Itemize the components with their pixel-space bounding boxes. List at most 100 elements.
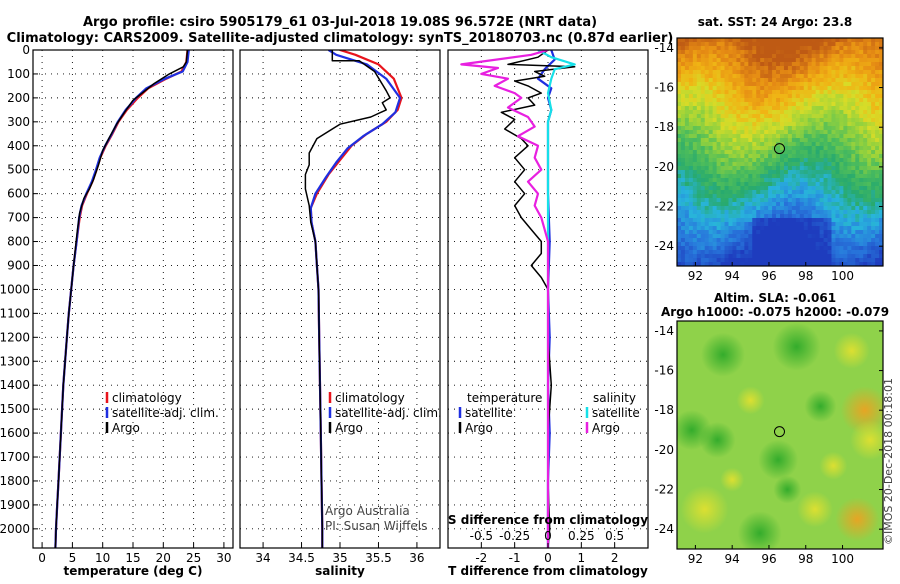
sst-pixel [863, 242, 868, 247]
sst-pixel [787, 58, 793, 63]
sst-pixel [740, 214, 745, 219]
sst-pixel [748, 86, 753, 91]
sst-pixel [720, 258, 725, 263]
sst-pixel [815, 58, 821, 63]
sst-pixel [708, 226, 714, 231]
sst-pixel [795, 82, 801, 87]
sst-pixel [831, 162, 836, 167]
sst-pixel [756, 58, 761, 63]
sst-pixel [811, 46, 817, 51]
sst-pixel [819, 98, 824, 103]
sst-pixel [807, 138, 813, 143]
sst-pixel [768, 250, 773, 255]
sst-pixel [875, 234, 880, 239]
sst-pixel [839, 238, 844, 243]
sst-pixel [875, 206, 880, 211]
sla-anomaly-16 [720, 467, 745, 492]
sst-pixel [799, 70, 805, 75]
sst-pixel [875, 82, 880, 87]
sst-pixel [768, 186, 773, 191]
diff-series [460, 50, 576, 548]
sst-pixel [748, 50, 753, 55]
sst-pixel [740, 178, 745, 183]
sst-pixel [748, 98, 753, 103]
sst-pixel [839, 158, 844, 163]
sst-pixel [677, 50, 682, 55]
sst-pixel [847, 38, 852, 43]
sst-pixel [688, 262, 694, 266]
sst-pixel [843, 70, 848, 75]
sst-pixel [867, 62, 872, 67]
sst-pixel [768, 170, 773, 175]
sla-map-title: Altim. SLA: -0.061 [714, 291, 836, 305]
sst-pixel [760, 50, 765, 55]
sst-pixel [764, 246, 769, 251]
sst-pixel [827, 226, 832, 231]
sst-pixel [791, 230, 797, 235]
diff-xtick-label: 0 [544, 551, 552, 565]
sst-pixel [843, 246, 848, 251]
sst-pixel [716, 66, 721, 71]
sst-pixel [720, 42, 725, 47]
sst-pixel [680, 226, 686, 231]
sst-pixel [728, 126, 733, 131]
sst-pixel [871, 114, 876, 119]
sst-pixel [748, 66, 753, 71]
sst-pixel [851, 90, 856, 95]
sst-pixel [835, 86, 840, 91]
sst-pixel [752, 98, 757, 103]
sst-pixel [799, 94, 805, 99]
sst-pixel [776, 122, 781, 127]
sst-pixel [692, 194, 698, 199]
sst-pixel [879, 154, 883, 159]
sst-pixel [764, 234, 769, 239]
sst-pixel [799, 118, 805, 123]
sst-pixel [847, 46, 852, 51]
sst-pixel [875, 138, 880, 143]
sst-pixel [700, 254, 706, 259]
sst-pixel [692, 118, 698, 123]
sst-pixel [851, 202, 856, 207]
sst-pixel [740, 114, 745, 119]
sst-pixel [764, 62, 769, 67]
sst-pixel [740, 166, 745, 171]
sst-pixel [732, 146, 737, 151]
sst-pixel [700, 62, 706, 67]
sst-pixel [716, 214, 721, 219]
sst-pixel [716, 42, 721, 47]
sst-pixel [776, 98, 781, 103]
sst-pixel [752, 222, 757, 227]
sst-pixel [847, 110, 852, 115]
sst-pixel [772, 90, 777, 95]
salinity-panel: 34 34.5 35 35.5 36salinityclimatologysatelli… [239, 49, 442, 578]
sst-pixel [859, 146, 864, 151]
sst-pixel [760, 86, 765, 91]
sst-pixel [863, 158, 868, 163]
sst-pixel [732, 98, 737, 103]
sst-pixel [859, 230, 864, 235]
sst-pixel [811, 190, 817, 195]
sst-pixel [740, 226, 745, 231]
sst-pixel [748, 210, 753, 215]
sst-pixel [871, 206, 876, 211]
sst-pixel [696, 50, 702, 55]
sst-pixel [732, 74, 737, 79]
diff-line-s-satellite [537, 50, 576, 548]
sst-pixel [680, 150, 686, 155]
sst-pixel [752, 110, 757, 115]
sst-pixel [716, 226, 721, 231]
sst-pixel [752, 234, 757, 239]
sst-pixel [863, 154, 868, 159]
sst-pixel [677, 210, 682, 215]
sst-pixel [684, 206, 690, 211]
sst-pixel [807, 246, 813, 251]
sst-pixel [780, 166, 785, 171]
sst-pixel [764, 226, 769, 231]
sst-pixel [772, 214, 777, 219]
sst-pixel [704, 262, 710, 266]
sst-pixel [783, 70, 789, 75]
sst-pixel [752, 182, 757, 187]
sst-pixel [740, 98, 745, 103]
sst-pixel [677, 114, 682, 119]
sst-pixel [879, 122, 883, 127]
